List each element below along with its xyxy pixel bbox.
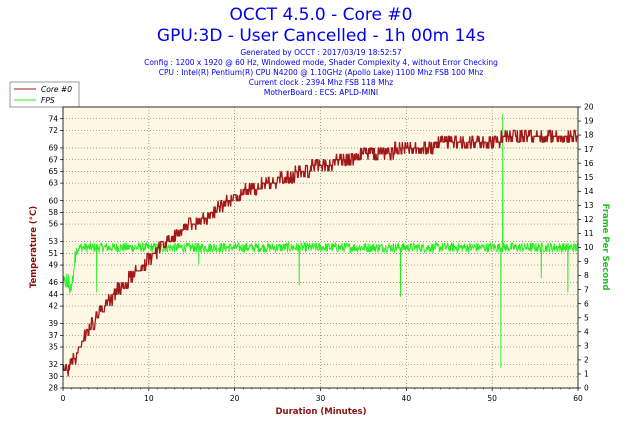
y-right-tick-label: 14 xyxy=(584,187,594,196)
x-axis: 0 10 20 30 40 50 60 xyxy=(61,388,583,403)
y-right-tick-label: 2 xyxy=(584,356,589,365)
y-right-tick-label: 15 xyxy=(584,173,594,182)
series-line-fps xyxy=(62,113,579,369)
y-left-tick-label: 44 xyxy=(48,290,58,299)
y-right-tick-label: 18 xyxy=(584,131,594,140)
y-right-tick-label: 10 xyxy=(584,243,594,252)
y-left-tick-label: 53 xyxy=(48,237,58,246)
y-left-tick-label: 65 xyxy=(48,167,58,176)
y-right-tick-label: 1 xyxy=(584,370,589,379)
y-left-tick-label: 46 xyxy=(48,278,58,287)
y-right-tick-label: 12 xyxy=(584,215,594,224)
x-tick-label: 50 xyxy=(487,394,497,403)
chart-title-line2: GPU:3D - User Cancelled - 1h 00m 14s xyxy=(157,26,485,46)
y-left-tick-label: 32 xyxy=(48,360,58,369)
y-left-tick-label: 63 xyxy=(48,179,58,188)
y-right-tick-label: 13 xyxy=(584,201,594,210)
x-tick-label: 0 xyxy=(61,394,66,403)
y-right-tick-label: 17 xyxy=(584,145,594,154)
y-left-tick-label: 37 xyxy=(48,331,58,340)
y-left-tick-label: 30 xyxy=(48,372,58,381)
legend-label-core0: Core #0 xyxy=(41,85,72,94)
y-right-tick-label: 16 xyxy=(584,159,594,168)
y-right-tick-label: 5 xyxy=(584,313,589,322)
y-right-tick-label: 0 xyxy=(584,384,589,393)
x-axis-label: Duration (Minutes) xyxy=(276,407,367,417)
info-line-clock: Current clock : 2394 Mhz FSB 118 Mhz xyxy=(249,78,394,87)
y-right-tick-label: 19 xyxy=(584,117,594,126)
y-left-tick-label: 56 xyxy=(48,220,58,229)
y-left-tick-label: 49 xyxy=(48,261,58,270)
info-line-motherboard: MotherBoard : ECS: APLD-MINI xyxy=(264,88,378,97)
y-right-tick-label: 8 xyxy=(584,271,589,280)
y-left-tick-label: 35 xyxy=(48,343,58,352)
chart-title-line1: OCCT 4.5.0 - Core #0 xyxy=(230,5,413,25)
y-left-tick-label: 51 xyxy=(48,249,58,258)
info-line-cpu: CPU : Intel(R) Pentium(R) CPU N4200 @ 1.… xyxy=(159,68,484,77)
x-tick-label: 40 xyxy=(402,394,412,403)
y-axis-right-label: Frame Per Second xyxy=(600,204,610,291)
y-left-tick-label: 74 xyxy=(48,114,58,123)
y-left-tick-label: 58 xyxy=(48,208,58,217)
y-right-tick-label: 4 xyxy=(584,327,589,336)
x-tick-label: 10 xyxy=(144,394,154,403)
y-right-tick-label: 11 xyxy=(584,229,594,238)
y-left-tick-label: 69 xyxy=(48,144,58,153)
y-left-tick-label: 72 xyxy=(48,126,58,135)
y-left-tick-label: 67 xyxy=(48,155,58,164)
y-right-tick-label: 9 xyxy=(584,257,589,266)
info-line-config: Config : 1200 x 1920 @ 60 Hz, Windowed m… xyxy=(144,58,498,67)
legend-box xyxy=(9,81,80,108)
y-right-tick-label: 6 xyxy=(584,299,589,308)
y-axis-left-label: Temperature (°C) xyxy=(29,206,39,288)
y-left-tick-label: 28 xyxy=(48,384,58,393)
x-tick-label: 30 xyxy=(316,394,326,403)
info-line-generated: Generated by OCCT : 2017/03/19 18:52:57 xyxy=(240,48,402,57)
series-line-core0 xyxy=(62,129,578,377)
legend-label-fps: FPS xyxy=(41,96,55,105)
y-right-tick-label: 7 xyxy=(584,285,589,294)
y-axis-left: 28 30 32 35 37 39 42 44 46 49 51 53 56 58 60 63 65 67 69 72… xyxy=(48,114,63,393)
y-left-tick-label: 60 xyxy=(48,196,58,205)
y-right-tick-label: 20 xyxy=(584,103,594,112)
y-left-tick-label: 39 xyxy=(48,319,58,328)
x-tick-label: 60 xyxy=(573,394,583,403)
y-left-tick-label: 42 xyxy=(48,302,58,311)
legend: Core #0 FPS xyxy=(9,81,80,108)
y-right-tick-label: 3 xyxy=(584,341,589,350)
series-layer xyxy=(62,113,579,377)
x-tick-label: 20 xyxy=(230,394,240,403)
